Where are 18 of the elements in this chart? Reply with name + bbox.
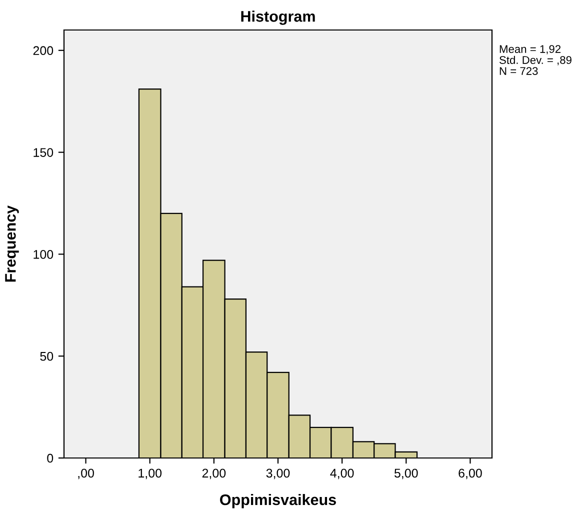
text: Mean = 1,92 xyxy=(500,45,561,54)
x-tick-label: 4,00 xyxy=(330,468,354,480)
chart-title: Histogram xyxy=(241,10,315,25)
y-tick-label: 0 xyxy=(47,454,54,463)
x-tick-label: 3,00 xyxy=(266,468,290,480)
x-tick-label: 6,00 xyxy=(458,468,482,480)
x-tick-label: 2,00 xyxy=(202,468,226,480)
x-tick-label: 1,00 xyxy=(138,468,162,480)
y-tick-label: 50 xyxy=(40,352,54,361)
y-tick-label: 200 xyxy=(33,46,54,56)
y-tick-label: 100 xyxy=(34,250,54,259)
text: N = 723 xyxy=(500,67,538,75)
text: Std. Dev. = ,89 xyxy=(500,56,572,66)
x-tick-label: ,00 xyxy=(78,468,94,480)
x-tick-label: 5,00 xyxy=(394,468,418,480)
y-axis-title: Frequency xyxy=(5,205,19,282)
y-tick-label: 150 xyxy=(34,148,54,157)
x-axis-title: Oppimisvaikeus xyxy=(220,494,336,508)
